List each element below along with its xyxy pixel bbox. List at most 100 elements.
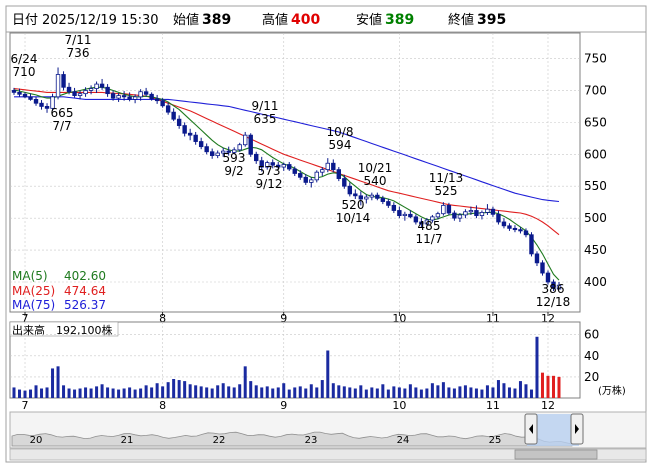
annotation-label: 593 (223, 151, 246, 165)
candle-body (353, 193, 358, 197)
volume-bar (155, 383, 159, 398)
candle-body (529, 234, 534, 255)
volume-bar (199, 386, 203, 398)
volume-bar (546, 375, 550, 398)
volume-bar (507, 387, 511, 398)
candle-body (165, 105, 171, 113)
volume-bar (502, 383, 506, 398)
volume-bar (458, 386, 462, 398)
scrollbar-track[interactable] (9, 448, 647, 461)
candle-body (44, 106, 50, 109)
low-label: 安値 (356, 12, 382, 28)
volume-bar (480, 389, 484, 398)
annotation-label: 10/8 (327, 125, 354, 139)
volume-bar (452, 388, 456, 398)
x-tick-label: 10 (392, 399, 406, 412)
open-label: 始値 (173, 12, 199, 28)
candle-body (452, 212, 457, 219)
volume-bar (194, 385, 198, 398)
price-tick-label: 700 (584, 83, 607, 97)
volume-bar (56, 366, 60, 398)
volume-bar (183, 381, 187, 398)
candle-body (121, 95, 127, 98)
volume-bar (100, 384, 104, 398)
volume-bar (221, 383, 225, 398)
volume-bar (67, 388, 71, 398)
volume-bar (342, 386, 346, 398)
candle-body (259, 160, 264, 168)
volume-bar (260, 387, 264, 398)
volume-bar (309, 384, 313, 398)
volume-bar (243, 366, 247, 398)
ma25-label: MA(25) (12, 284, 55, 298)
candle-body (413, 216, 419, 223)
volume-bar (29, 389, 33, 398)
volume-bar (419, 389, 423, 398)
candle-body (154, 98, 160, 102)
annotation-label: 7/11 (65, 33, 92, 47)
volume-bar (557, 376, 561, 398)
volume-bar (210, 388, 214, 398)
price-tick-label: 550 (584, 179, 607, 193)
volume-bar (172, 379, 176, 398)
candle-body (364, 196, 369, 200)
candle-body (314, 171, 319, 181)
volume-bar (436, 385, 440, 398)
annotation-label: 540 (364, 174, 387, 188)
candle-body (215, 152, 220, 156)
candle-body (457, 214, 463, 219)
volume-bar (392, 386, 396, 398)
candle-body (33, 98, 39, 104)
candle-body (254, 153, 259, 162)
volume-bar (293, 387, 297, 398)
volume-bar (513, 388, 517, 398)
candle-body (441, 204, 446, 215)
volume-bar (375, 388, 379, 398)
candle-body (347, 185, 353, 195)
low-value: 389 (385, 12, 414, 28)
candle-body (61, 74, 66, 88)
candle-body (463, 211, 468, 216)
volume-bar (166, 382, 170, 398)
volume-bar (441, 382, 445, 398)
volume-bar (117, 389, 121, 398)
candle-body (204, 146, 209, 153)
ma5-label: MA(5) (12, 269, 48, 283)
volume-bar (84, 387, 88, 398)
price-tick-label: 400 (584, 275, 607, 289)
volume-bar (315, 387, 319, 398)
annotation-label: 520 (342, 198, 365, 212)
candlestick-series (11, 67, 562, 291)
volume-bar (227, 386, 231, 398)
volume-bar (276, 387, 280, 398)
volume-bar (551, 375, 555, 398)
annotation-label: 6/24 (11, 52, 38, 66)
candle-body (83, 90, 88, 95)
x-tick-label: 9 (280, 399, 287, 412)
volume-bar (353, 388, 357, 398)
volume-bar (364, 389, 368, 398)
volume-bar (177, 380, 181, 398)
high-value: 400 (291, 12, 320, 28)
volume-bar (337, 385, 341, 398)
annotation-label: 594 (329, 138, 352, 152)
candle-body (380, 197, 386, 202)
ma75-label: MA(75) (12, 298, 55, 312)
candle-body (342, 178, 347, 187)
header-bar (5, 5, 647, 33)
candle-body (501, 221, 507, 227)
candle-body (72, 91, 77, 96)
outer-frame (5, 31, 647, 463)
volume-bar (188, 384, 192, 398)
x-tick-label: 7 (22, 312, 29, 325)
candle-body (182, 125, 187, 134)
candle-body (149, 93, 154, 100)
volume-bar (359, 385, 363, 398)
volume-label: 出来高 (12, 323, 45, 337)
volume-axis: 20 40 60 (584, 328, 599, 384)
scrollbar-thumb[interactable] (514, 449, 598, 460)
volume-bars (12, 336, 561, 398)
open-value: 389 (202, 12, 231, 28)
